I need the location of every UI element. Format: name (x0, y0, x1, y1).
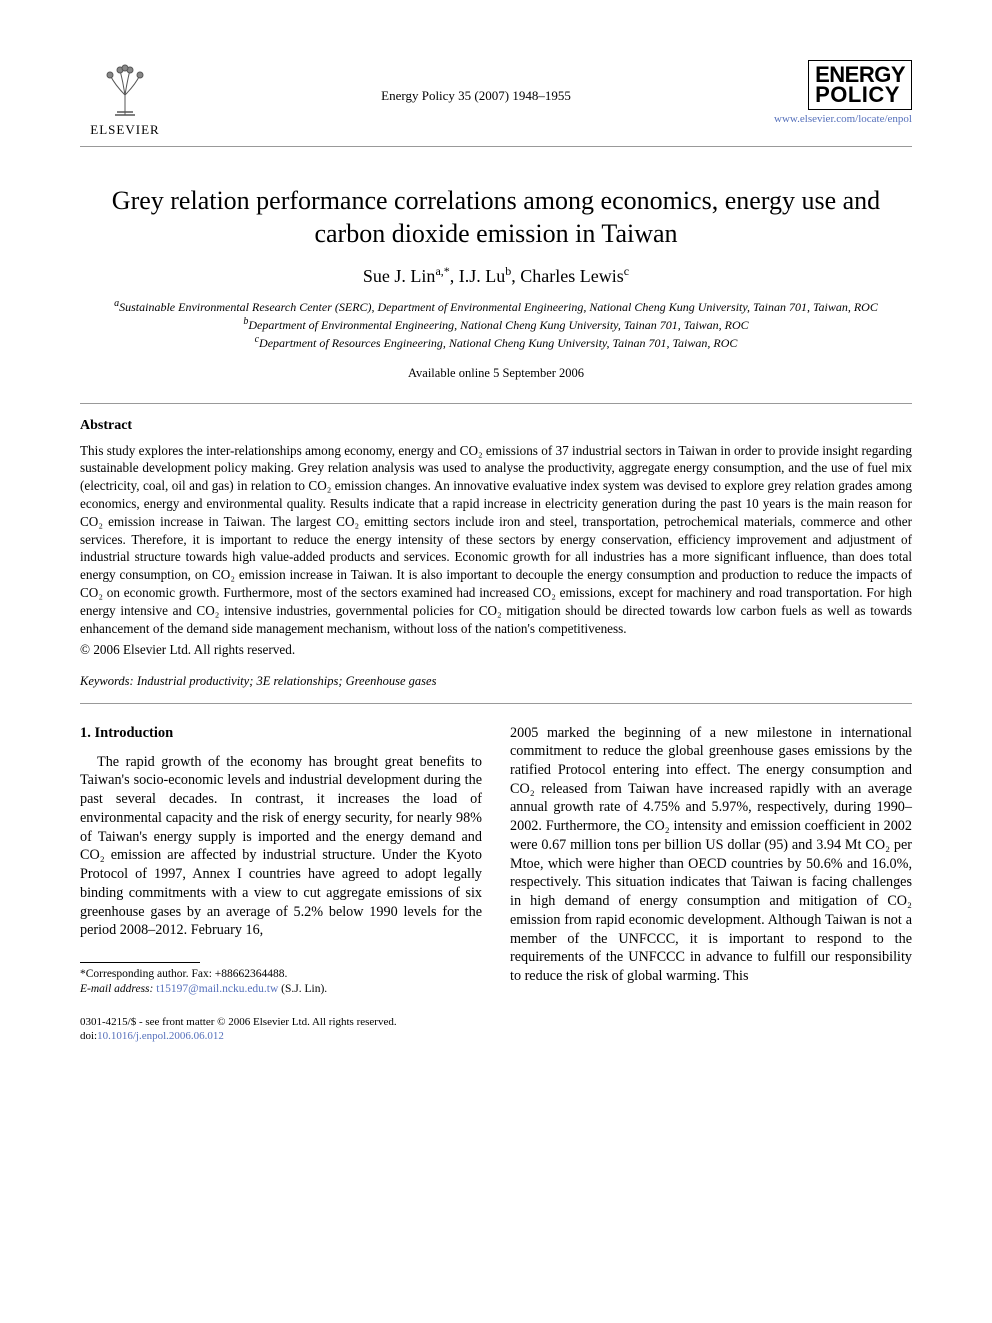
section-1-para-col2: 2005 marked the beginning of a new miles… (510, 724, 912, 986)
affiliation-a: aSustainable Environmental Research Cent… (80, 297, 912, 315)
body-two-col: 1. Introduction The rapid growth of the … (80, 724, 912, 1044)
section-1-heading: 1. Introduction (80, 724, 482, 743)
author-1: Sue J. Lina,* (363, 266, 450, 286)
author-2: I.J. Lub (459, 266, 512, 286)
email-label: E-mail address: (80, 983, 153, 995)
author-1-sup: a,* (435, 264, 449, 278)
affiliation-b: bDepartment of Environmental Engineering… (80, 315, 912, 333)
front-matter-line: 0301-4215/$ - see front matter © 2006 El… (80, 1015, 482, 1029)
article-title: Grey relation performance correlations a… (80, 185, 912, 250)
email-attribution: (S.J. Lin). (281, 983, 327, 995)
journal-logo-line2: POLICY (815, 85, 905, 105)
abstract-body: This study explores the inter-relationsh… (80, 442, 912, 638)
affiliation-a-text: Sustainable Environmental Research Cente… (119, 300, 878, 314)
author-3-sup: c (624, 264, 629, 278)
abstract-copyright: © 2006 Elsevier Ltd. All rights reserved… (80, 642, 912, 658)
keywords-label: Keywords: (80, 674, 134, 688)
author-3: Charles Lewisc (520, 266, 629, 286)
affiliations: aSustainable Environmental Research Cent… (80, 297, 912, 352)
available-online: Available online 5 September 2006 (80, 366, 912, 381)
author-1-name: Sue J. Lin (363, 266, 436, 286)
affiliation-b-text: Department of Environmental Engineering,… (248, 318, 748, 332)
journal-reference: Energy Policy 35 (2007) 1948–1955 (170, 60, 782, 104)
affiliation-c: cDepartment of Resources Engineering, Na… (80, 333, 912, 351)
footer-meta: 0301-4215/$ - see front matter © 2006 El… (80, 1015, 482, 1044)
page-header: ELSEVIER Energy Policy 35 (2007) 1948–19… (80, 60, 912, 147)
footnote-separator (80, 962, 200, 963)
divider-top (80, 403, 912, 404)
doi-line: doi:10.1016/j.enpol.2006.06.012 (80, 1029, 482, 1043)
journal-logo: ENERGY POLICY (808, 60, 912, 110)
keywords-text: Industrial productivity; 3E relationship… (137, 674, 437, 688)
doi-label: doi: (80, 1030, 97, 1042)
elsevier-tree-icon (95, 60, 155, 120)
affiliation-c-text: Department of Resources Engineering, Nat… (259, 336, 737, 350)
doi-link[interactable]: 10.1016/j.enpol.2006.06.012 (97, 1030, 224, 1042)
author-3-name: Charles Lewis (520, 266, 623, 286)
publisher-block: ELSEVIER (80, 60, 170, 138)
keywords-line: Keywords: Industrial productivity; 3E re… (80, 674, 912, 689)
journal-url-link[interactable]: www.elsevier.com/locate/enpol (774, 113, 912, 125)
journal-logo-block: ENERGY POLICY www.elsevier.com/locate/en… (782, 60, 912, 125)
divider-bottom (80, 703, 912, 704)
email-line: E-mail address: t15197@mail.ncku.edu.tw … (80, 982, 482, 997)
author-2-sup: b (505, 264, 511, 278)
email-link[interactable]: t15197@mail.ncku.edu.tw (156, 983, 278, 995)
section-1-para-col1: The rapid growth of the economy has brou… (80, 753, 482, 940)
footnotes: *Corresponding author. Fax: +88662364488… (80, 967, 482, 997)
corresponding-author-note: *Corresponding author. Fax: +88662364488… (80, 967, 482, 982)
authors-line: Sue J. Lina,*, I.J. Lub, Charles Lewisc (80, 264, 912, 287)
publisher-label: ELSEVIER (90, 122, 159, 138)
author-2-name: I.J. Lu (459, 266, 506, 286)
page-root: ELSEVIER Energy Policy 35 (2007) 1948–19… (0, 0, 992, 1083)
abstract-heading: Abstract (80, 418, 912, 434)
